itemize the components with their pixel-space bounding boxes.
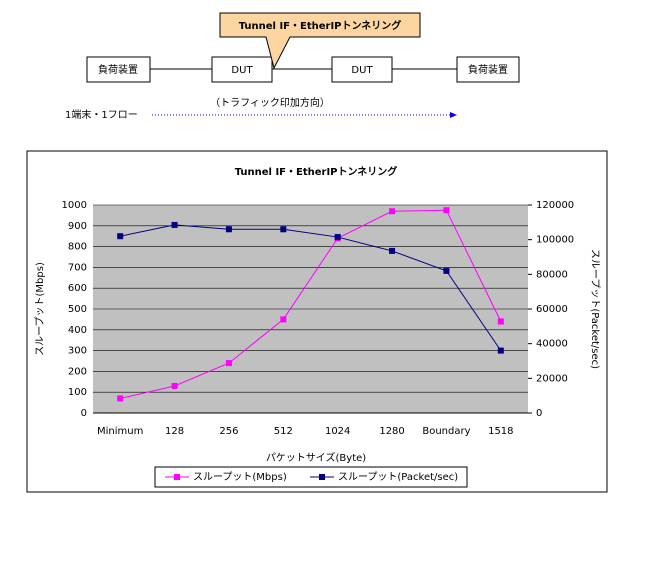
- y-tick-label: 100: [68, 387, 87, 398]
- legend-label: スループット(Mbps): [193, 471, 287, 483]
- x-tick-label: 1024: [325, 426, 350, 437]
- marker: [225, 226, 232, 233]
- marker: [117, 395, 124, 402]
- marker: [497, 347, 504, 354]
- node-label: DUT: [351, 65, 373, 76]
- marker: [280, 316, 287, 323]
- marker: [225, 360, 232, 367]
- series-line: [120, 209, 502, 399]
- marker: [117, 233, 124, 240]
- x-tick-label: Minimum: [97, 426, 143, 437]
- marker: [334, 234, 341, 241]
- legend-marker: [319, 474, 325, 480]
- legend-marker: [174, 474, 180, 480]
- y2-tick-label: 80000: [536, 269, 568, 280]
- x-tick-label: Boundary: [422, 426, 470, 437]
- y2-tick-label: 20000: [536, 373, 568, 384]
- y2-tick-label: 40000: [536, 339, 568, 350]
- marker: [389, 208, 396, 215]
- y-tick-label: 500: [68, 304, 87, 315]
- y-tick-label: 600: [68, 283, 87, 294]
- node-box: [331, 56, 393, 83]
- x-tick-label: 1518: [488, 426, 513, 437]
- y2-tick-label: 120000: [536, 200, 574, 211]
- y2-tick-label: 100000: [536, 235, 574, 246]
- node-box: [86, 56, 151, 83]
- legend-label: スループット(Packet/sec): [338, 471, 458, 483]
- marker: [389, 247, 396, 254]
- y-axis-label: スループット(Mbps): [34, 262, 46, 356]
- y-tick-label: 200: [68, 366, 87, 377]
- y2-tick-label: 60000: [536, 304, 568, 315]
- marker: [171, 382, 178, 389]
- y2-tick-label: 0: [536, 408, 542, 419]
- marker: [443, 267, 450, 274]
- marker: [443, 207, 450, 214]
- x-tick-label: 128: [165, 426, 184, 437]
- node-box: [211, 56, 273, 83]
- x-tick-label: 512: [274, 426, 293, 437]
- y-tick-label: 0: [81, 408, 87, 419]
- y-tick-label: 800: [68, 242, 87, 253]
- flow-label: 1端末・1フロー: [65, 108, 138, 121]
- direction-label: （トラフィック印加方向）: [210, 96, 330, 109]
- marker: [171, 221, 178, 228]
- y2-axis-label: スループット(Packet/sec): [589, 249, 601, 369]
- callout-text: Tunnel IF・EtherIPトンネリング: [239, 19, 402, 32]
- arrow-head: [450, 112, 457, 118]
- y-tick-label: 900: [68, 221, 87, 232]
- chart-title: Tunnel IF・EtherIPトンネリング: [235, 165, 398, 178]
- node-box: [456, 56, 520, 83]
- y-tick-label: 400: [68, 325, 87, 336]
- series-line: [120, 224, 502, 351]
- x-tick-label: 256: [219, 426, 238, 437]
- marker: [280, 226, 287, 233]
- node-label: 負荷装置: [98, 63, 138, 76]
- y-tick-label: 300: [68, 346, 87, 357]
- node-label: DUT: [231, 65, 253, 76]
- y-tick-label: 700: [68, 262, 87, 273]
- x-axis-label: パケットサイズ(Byte): [266, 451, 366, 464]
- marker: [497, 318, 504, 325]
- x-tick-label: 1280: [379, 426, 404, 437]
- y-tick-label: 1000: [62, 200, 87, 211]
- callout: [219, 12, 421, 70]
- node-label: 負荷装置: [468, 63, 508, 76]
